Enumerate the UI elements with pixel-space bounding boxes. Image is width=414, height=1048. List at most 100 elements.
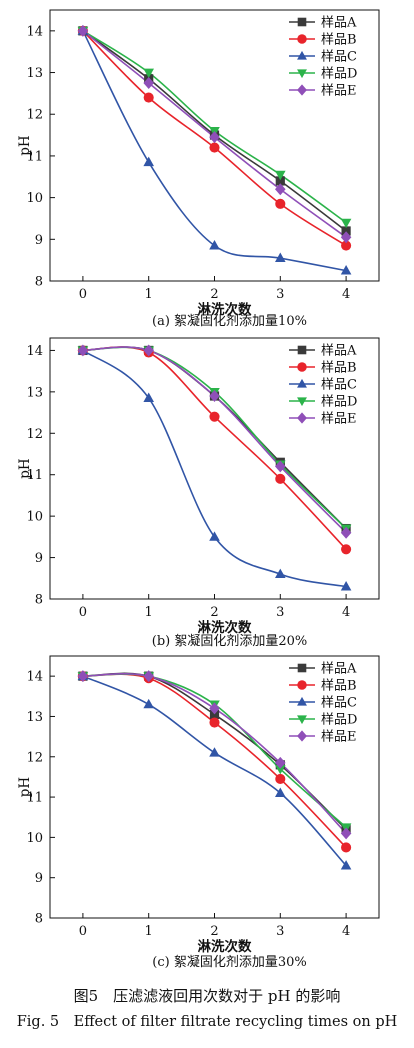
data-point — [341, 226, 351, 236]
data-point — [275, 170, 286, 181]
legend-label: 样品D — [321, 395, 357, 410]
data-point — [77, 344, 89, 357]
data-point — [275, 460, 286, 473]
x-axis-title: 淋洗次数 — [198, 938, 252, 955]
data-point — [143, 392, 154, 402]
legend-marker — [297, 696, 307, 706]
data-point — [209, 142, 220, 153]
data-point — [209, 709, 220, 720]
y-tick-label: 13 — [26, 385, 43, 400]
legend-label: 样品D — [321, 713, 357, 728]
data-point — [341, 240, 352, 251]
data-point — [340, 526, 352, 539]
y-axis-title: pH — [17, 777, 33, 798]
y-tick-label: 10 — [26, 510, 43, 525]
figure-caption-english: Fig. 5 Effect of filter filtrate recycli… — [16, 1014, 398, 1030]
panel-caption: (a) 絮凝固化剂添加量10% — [152, 313, 307, 329]
series-line — [82, 673, 347, 849]
data-point — [275, 568, 286, 579]
series-line — [82, 346, 347, 530]
legend-label: 样品B — [321, 33, 357, 48]
series-line — [82, 346, 347, 530]
y-tick-label: 9 — [35, 233, 43, 248]
x-tick-label: 2 — [210, 287, 218, 302]
y-tick-label: 10 — [26, 831, 43, 846]
x-tick-label: 3 — [276, 287, 284, 302]
legend-marker — [297, 663, 307, 673]
data-point — [209, 411, 220, 422]
y-tick-label: 14 — [26, 670, 43, 685]
data-point — [340, 860, 352, 870]
data-point — [340, 231, 352, 244]
data-point — [143, 76, 154, 89]
x-tick-label: 0 — [79, 924, 87, 939]
x-tick-label: 1 — [145, 605, 153, 620]
data-point — [143, 698, 154, 709]
x-axis-title: 淋洗次数 — [198, 619, 252, 636]
data-point — [275, 473, 286, 484]
x-tick-label: 2 — [210, 924, 218, 939]
data-point — [209, 747, 220, 757]
y-tick-label: 13 — [26, 66, 43, 81]
panel-caption: (b) 絮凝固化剂添加量20% — [152, 633, 308, 649]
y-tick-label: 12 — [26, 750, 43, 765]
x-tick-label: 3 — [276, 605, 284, 620]
legend-label: 样品E — [321, 84, 357, 99]
legend-label: 样品C — [321, 378, 357, 393]
y-tick-label: 9 — [35, 551, 43, 566]
data-point — [209, 390, 220, 402]
x-tick-label: 4 — [342, 605, 350, 620]
legend-marker — [297, 84, 307, 96]
legend-marker — [297, 680, 307, 690]
x-tick-label: 1 — [145, 287, 153, 302]
data-point — [209, 717, 220, 728]
legend-marker — [297, 34, 307, 44]
legend-label: 样品A — [321, 344, 357, 359]
legend-label: 样品B — [321, 679, 357, 694]
series-line — [82, 349, 347, 588]
data-point — [143, 92, 154, 103]
data-point — [275, 252, 286, 262]
y-tick-label: 13 — [26, 710, 43, 725]
data-point — [340, 827, 352, 840]
legend-label: 样品B — [321, 361, 357, 376]
data-point — [341, 544, 352, 555]
y-tick-label: 8 — [35, 593, 43, 608]
data-point — [143, 68, 154, 79]
y-tick-label: 10 — [26, 191, 43, 206]
data-point — [275, 773, 286, 784]
y-axis-title: pH — [17, 458, 33, 479]
legend-label: 样品A — [321, 662, 357, 677]
data-point — [275, 198, 286, 209]
x-tick-label: 0 — [79, 287, 87, 302]
legend-marker — [297, 345, 307, 355]
data-point — [340, 581, 352, 591]
data-point — [275, 183, 286, 196]
legend-marker — [297, 715, 307, 725]
legend-marker — [297, 730, 307, 742]
data-point — [209, 531, 220, 541]
y-tick-label: 12 — [26, 427, 43, 442]
panel-caption: (c) 絮凝固化剂添加量30% — [152, 954, 306, 970]
data-point — [77, 24, 89, 37]
legend-label: 样品C — [321, 696, 357, 711]
y-tick-label: 11 — [26, 468, 43, 483]
legend-marker — [297, 397, 307, 407]
legend-label: 样品C — [321, 50, 357, 65]
y-tick-label: 8 — [35, 275, 43, 290]
legend-marker — [297, 378, 307, 388]
x-tick-label: 4 — [342, 924, 350, 939]
legend-marker — [297, 362, 307, 372]
data-point — [340, 265, 352, 275]
y-tick-label: 11 — [26, 149, 43, 164]
legend-label: 样品D — [321, 67, 357, 82]
data-point — [77, 670, 89, 683]
legend-marker — [297, 412, 307, 424]
y-tick-label: 11 — [26, 791, 43, 806]
figure-caption-chinese: 图5 压滤滤液回用次数对于 pH 的影响 — [73, 987, 341, 1005]
y-tick-label: 8 — [35, 912, 43, 927]
